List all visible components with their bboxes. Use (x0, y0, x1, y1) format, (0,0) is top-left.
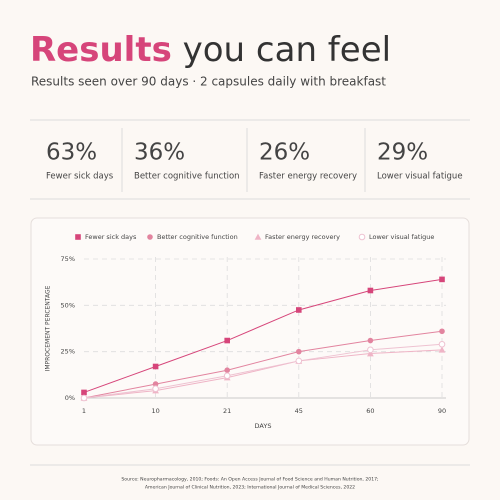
x-tick-label: 60 (366, 407, 374, 415)
source-note: Source: Neuropharmacology, 2010; Foods: … (121, 477, 379, 483)
legend-marker (254, 233, 262, 240)
y-axis-label: IMPROCEMENT PERCENTAGE (45, 285, 52, 371)
stat-label: Fewer sick days (46, 172, 114, 182)
legend-label: Better cognitive function (157, 233, 238, 241)
data-point (224, 337, 230, 344)
data-point (367, 337, 374, 344)
y-tick-label: 0% (65, 394, 75, 402)
subtitle: Results seen over 90 days · 2 capsules d… (31, 75, 386, 89)
stat-value: 26% (259, 140, 310, 166)
series-line (83, 343, 443, 399)
source-note: American Journal of Clinical Nutrition, … (145, 485, 355, 491)
title-bold: Results (30, 30, 172, 70)
x-tick-label: 21 (223, 407, 231, 415)
series-line (83, 330, 443, 399)
stat-label: Better cognitive function (134, 172, 240, 182)
data-point (367, 287, 374, 294)
data-point (152, 363, 159, 370)
title-rest: you can feel (172, 30, 391, 70)
chart-frame (30, 217, 470, 446)
data-point (296, 307, 302, 313)
title: Results you can feel (30, 30, 391, 70)
x-axis-label: DAYS (255, 422, 272, 430)
series-line (83, 278, 443, 393)
data-point (438, 340, 446, 348)
data-point (438, 346, 446, 353)
data-point (152, 385, 159, 393)
x-tick-label: 10 (151, 407, 159, 415)
data-point (439, 276, 445, 283)
y-tick-label: 75% (61, 255, 75, 263)
stat-value: 29% (377, 140, 428, 166)
legend-marker (147, 234, 153, 240)
stat-label: Faster energy recovery (259, 172, 357, 182)
legend-label: Fewer sick days (85, 233, 137, 241)
data-point (81, 389, 87, 396)
stat-value: 63% (46, 140, 97, 166)
data-point (367, 346, 374, 354)
data-point (80, 394, 88, 402)
data-point (439, 328, 445, 335)
legend-label: Faster energy recovery (265, 233, 340, 241)
stat-value: 36% (134, 140, 185, 166)
data-point (295, 357, 303, 365)
data-point (367, 350, 374, 357)
y-tick-label: 25% (61, 348, 75, 356)
data-point (224, 367, 230, 374)
x-tick-label: 45 (295, 407, 303, 415)
data-point (223, 372, 231, 380)
stat-label: Lower visual fatigue (377, 172, 463, 182)
y-tick-label: 50% (61, 301, 75, 309)
series-line (83, 349, 443, 399)
x-tick-label: 1 (82, 407, 86, 415)
data-point (152, 381, 159, 387)
data-point (296, 348, 302, 355)
legend-label: Lower visual fatigue (369, 233, 434, 241)
legend-marker (358, 233, 366, 241)
legend-marker (75, 234, 81, 240)
x-tick-label: 90 (438, 407, 446, 415)
